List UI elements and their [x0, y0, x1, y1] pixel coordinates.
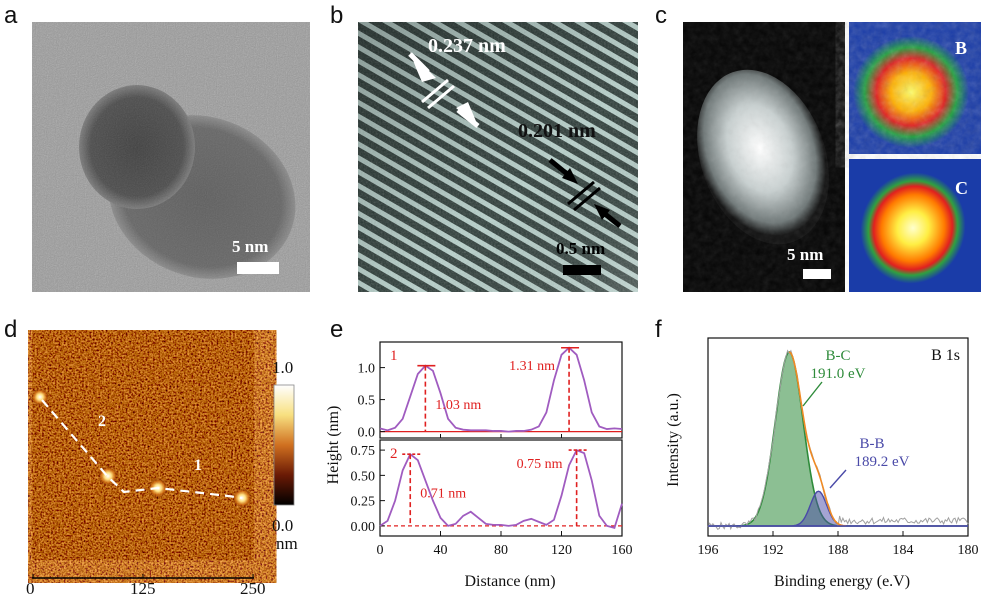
- scalebar-label-a: 5 nm: [232, 237, 268, 256]
- e-y-tick-label: 0.0: [358, 426, 376, 441]
- e-peak-annotation: 1.03 nm: [435, 398, 481, 413]
- afm-x-tick-125: 125: [130, 579, 156, 598]
- afm-line-label-2: 2: [98, 413, 106, 430]
- scalebar-b: [563, 265, 601, 275]
- panel-label-b: b: [330, 2, 344, 29]
- colorbar: [273, 384, 295, 506]
- colorbar-max: 1.0: [272, 358, 294, 377]
- e-peak-annotation: 0.71 nm: [420, 487, 466, 502]
- f-title: B 1s: [931, 347, 960, 364]
- panel-label-c: c: [655, 2, 667, 29]
- f-peak-bb: [708, 490, 968, 527]
- panel-label-d: d: [4, 316, 18, 343]
- f-x-tick-label: 184: [893, 543, 914, 558]
- f-envelope: [788, 351, 847, 527]
- e-x-tick-label: 120: [551, 543, 572, 558]
- tem-image-a: 5 nm: [32, 22, 310, 292]
- xps-chart: Intensity (a.u.) Binding energy (e.V) B …: [665, 337, 979, 590]
- height-profile-chart: Height (nm) Distance (nm) 0.0 0.5 1.0 1 1.03…: [325, 341, 633, 590]
- panel-label-e: e: [330, 316, 344, 343]
- f-x-tick-label: 188: [828, 543, 849, 558]
- e-x-tick-label: 40: [434, 543, 448, 558]
- panel-label-f: f: [655, 316, 662, 343]
- e-subplot-label-1: 1: [390, 348, 398, 364]
- scalebar-c: [803, 269, 831, 279]
- e-y-tick-label: 1.0: [358, 362, 376, 377]
- f-xlabel: Binding energy (e.V): [774, 573, 910, 590]
- e-x-tick-label: 0: [377, 543, 384, 558]
- scalebar-label-c: 5 nm: [787, 245, 823, 264]
- f-ylabel: Intensity (a.u.): [665, 393, 682, 487]
- e-y-tick-label: 0.5: [358, 394, 376, 409]
- panel-label-a: a: [4, 2, 18, 29]
- e-subplot-label-2: 2: [390, 446, 398, 462]
- hrtem-image-b: 0.237 nm 0.201 nm 0.5 nm: [358, 22, 638, 292]
- f-value-bc: 191.0 eV: [811, 366, 866, 382]
- e-peak-annotation: 1.31 nm: [509, 359, 555, 374]
- f-x-tick-label: 196: [698, 543, 719, 558]
- spacing-label-2: 0.201 nm: [518, 120, 596, 142]
- spacing-markers-2: [548, 158, 622, 228]
- e-y-tick-label: 0.50: [351, 469, 376, 484]
- e-x-tick-label: 80: [494, 543, 508, 558]
- map-label-b: B: [955, 38, 967, 58]
- f-label-bc: B-C: [825, 348, 850, 364]
- e-y-tick-label: 0.75: [351, 444, 376, 459]
- colorbar-unit: nm: [276, 534, 298, 553]
- colorbar-min: 0.0: [272, 516, 294, 535]
- map-label-c: C: [955, 178, 968, 198]
- e-x-tick-label: 160: [612, 543, 633, 558]
- spacing-label-1: 0.237 nm: [428, 35, 506, 57]
- e-profile-line-1: [379, 346, 623, 433]
- f-arrow-bc: [802, 381, 823, 407]
- afm-image-d: 2 1: [31, 330, 295, 579]
- afm-line-label-1: 1: [194, 457, 202, 474]
- afm-x-tick-250: 250: [240, 579, 266, 598]
- afm-profile-lines: [41, 399, 243, 500]
- f-x-tick-label: 180: [958, 543, 979, 558]
- e-xlabel: Distance (nm): [464, 573, 555, 590]
- f-arrow-bb: [829, 469, 847, 489]
- scalebar-label-b: 0.5 nm: [556, 239, 605, 258]
- stem-image-c: 5 nm B C: [683, 22, 981, 292]
- spacing-markers-1: [408, 52, 480, 128]
- afm-x-tick-0: 0: [26, 579, 35, 598]
- e-y-tick-label: 0.00: [351, 520, 376, 535]
- scalebar-a: [237, 262, 279, 274]
- e-peak-annotation: 0.75 nm: [517, 457, 563, 472]
- e-ylabel: Height (nm): [325, 406, 342, 485]
- e-y-tick-label: 0.25: [351, 495, 376, 510]
- e-subplot-frame-2: [379, 439, 623, 537]
- f-x-tick-label: 192: [763, 543, 784, 558]
- f-label-bb: B-B: [859, 436, 884, 452]
- e-profile-line-2: [379, 448, 623, 530]
- f-value-bb: 189.2 eV: [855, 454, 910, 470]
- afm-x-ticks: [32, 574, 254, 578]
